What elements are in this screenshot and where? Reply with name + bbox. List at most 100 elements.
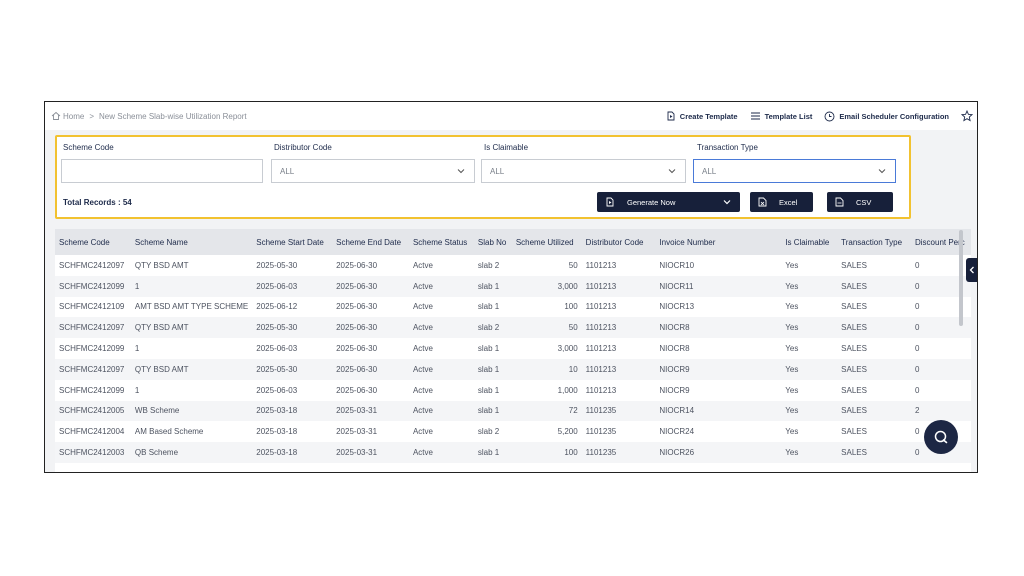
- table-cell: 2025-03-18: [252, 400, 333, 422]
- generate-now-button[interactable]: Generate Now: [597, 192, 740, 212]
- table-row[interactable]: SCHFMC2412109 AMT BSD AMT TYPE SCHEME 20…: [55, 297, 971, 318]
- table-cell: slab 2: [477, 427, 500, 437]
- table-cell: slab 1: [477, 385, 500, 395]
- table-cell: Actve: [412, 302, 433, 312]
- table-cell: slab 1: [473, 358, 512, 380]
- csv-file-icon: [835, 197, 844, 207]
- table-cell: 1101235: [585, 427, 617, 437]
- csv-button[interactable]: CSV: [827, 192, 893, 212]
- chevron-left-icon: [969, 266, 974, 274]
- table-cell: 2025-03-31: [336, 427, 378, 437]
- table-cell: Actve: [408, 442, 474, 463]
- email-scheduler-button[interactable]: Email Scheduler Configuration: [824, 111, 949, 122]
- table-cell: NIOCR26: [655, 442, 782, 463]
- create-template-button[interactable]: Create Template: [666, 111, 738, 121]
- table-cell: NIOCR9: [659, 385, 690, 395]
- star-icon[interactable]: [961, 110, 973, 122]
- chevron-down-icon[interactable]: [722, 197, 732, 207]
- table-cell: SCHFMC2412005: [55, 400, 131, 422]
- template-list-button[interactable]: Template List: [750, 111, 812, 121]
- table-cell: 2025-05-30: [252, 317, 333, 339]
- table-cell: AMT BSD AMT TYPE SCHEME: [134, 302, 249, 312]
- table-cell: 72: [511, 400, 582, 422]
- table-cell: 2025-06-30: [336, 260, 378, 270]
- column-header[interactable]: Scheme Status: [408, 229, 474, 255]
- table-cell: 2025-03-18: [256, 427, 298, 437]
- table-cell: 1101235: [581, 400, 656, 422]
- play-doc-icon: [667, 111, 675, 121]
- table-cell: 1: [130, 275, 253, 297]
- breadcrumb: Home > New Scheme Slab-wise Utilization …: [45, 111, 247, 121]
- distributor-code-select[interactable]: ALL: [271, 159, 475, 183]
- scheme-code-input[interactable]: [61, 159, 263, 183]
- report-window: Home > New Scheme Slab-wise Utilization …: [44, 101, 978, 473]
- table-cell: 0: [914, 260, 920, 270]
- breadcrumb-home-link[interactable]: Home: [63, 111, 85, 121]
- table-row[interactable]: SCHFMC2412097 QTY BSD AMT 2025-05-30 202…: [55, 255, 971, 276]
- table-cell: NIOCR14: [655, 400, 782, 422]
- table-cell: 0: [914, 385, 920, 395]
- table-cell: Yes: [785, 344, 799, 354]
- table-cell: SCHFMC2412099: [59, 344, 125, 354]
- table-header-row: Scheme Code Scheme Name Scheme Start Dat…: [55, 229, 971, 255]
- column-header[interactable]: Scheme Start Date: [252, 229, 333, 255]
- column-header[interactable]: Transaction Type: [837, 229, 911, 255]
- table-cell: QTY BSD AMT: [130, 358, 253, 380]
- table-cell: SALES: [837, 275, 911, 297]
- is-claimable-value: ALL: [490, 166, 505, 176]
- table-cell: 5,200: [557, 427, 578, 437]
- transaction-type-label: Transaction Type: [697, 143, 758, 152]
- column-header[interactable]: Slab No: [473, 229, 512, 255]
- table-row[interactable]: SCHFMC2412099 1 2025-06-03 2025-06-30 Ac…: [55, 380, 971, 401]
- clock-icon: [824, 111, 835, 121]
- chat-icon: [934, 430, 948, 444]
- side-panel-toggle[interactable]: [966, 258, 977, 282]
- table-row[interactable]: SCHFMC2412003 QB Scheme 2025-03-18 2025-…: [55, 442, 971, 463]
- table-cell: Actve: [408, 275, 474, 297]
- table-cell: Yes: [781, 442, 838, 463]
- table-cell: slab 2: [473, 317, 512, 339]
- table-cell: 0: [910, 275, 971, 297]
- table-row[interactable]: SCHFMC2412097 QTY BSD AMT 2025-05-30 202…: [55, 358, 971, 380]
- table-cell: SCHFMC2412004: [59, 427, 125, 437]
- table-cell: SALES: [837, 400, 911, 422]
- table-body: SCHFMC2412097 QTY BSD AMT 2025-05-30 202…: [55, 255, 971, 463]
- excel-button[interactable]: Excel: [750, 192, 813, 212]
- table-cell: NIOCR13: [659, 302, 695, 312]
- column-header[interactable]: Scheme Name: [130, 229, 253, 255]
- email-scheduler-label: Email Scheduler Configuration: [839, 111, 949, 121]
- breadcrumb-separator: >: [89, 111, 95, 121]
- is-claimable-select[interactable]: ALL: [481, 159, 686, 183]
- table-row[interactable]: SCHFMC2412099 1 2025-06-03 2025-06-30 Ac…: [55, 275, 971, 297]
- table-cell: SALES: [841, 385, 867, 395]
- column-header[interactable]: Scheme Utilized: [511, 229, 582, 255]
- table-cell: SCHFMC2412097: [59, 260, 125, 270]
- distributor-code-value: ALL: [280, 166, 295, 176]
- chat-button[interactable]: [924, 420, 958, 454]
- table-row[interactable]: SCHFMC2412004 AM Based Scheme 2025-03-18…: [55, 421, 971, 442]
- table-cell: QB Scheme: [130, 442, 253, 463]
- column-header[interactable]: Scheme Code: [55, 229, 131, 255]
- table-cell: 2025-05-30: [252, 358, 333, 380]
- transaction-type-select[interactable]: ALL: [693, 159, 896, 183]
- play-doc-icon: [606, 197, 614, 207]
- list-icon: [750, 112, 760, 120]
- table-scrollbar[interactable]: [959, 230, 963, 326]
- column-header[interactable]: Scheme End Date: [332, 229, 409, 255]
- table-cell: Yes: [781, 317, 838, 339]
- home-icon[interactable]: [51, 111, 61, 121]
- table-cell: 0: [910, 358, 971, 380]
- column-header[interactable]: Distributor Code: [581, 229, 656, 255]
- results-table: Scheme Code Scheme Name Scheme Start Dat…: [55, 229, 971, 463]
- table-cell: slab 1: [477, 344, 500, 354]
- table-cell: SALES: [837, 358, 911, 380]
- column-header[interactable]: Invoice Number: [655, 229, 782, 255]
- table-row[interactable]: SCHFMC2412099 1 2025-06-03 2025-06-30 Ac…: [55, 338, 971, 359]
- table-row[interactable]: SCHFMC2412005 WB Scheme 2025-03-18 2025-…: [55, 400, 971, 422]
- chevron-down-icon: [878, 169, 886, 174]
- table-row[interactable]: SCHFMC2412097 QTY BSD AMT 2025-05-30 202…: [55, 317, 971, 339]
- column-header[interactable]: Is Claimable: [781, 229, 838, 255]
- table-cell: 2025-03-31: [332, 442, 409, 463]
- table-cell: Actve: [408, 400, 474, 422]
- table-cell: 1101235: [581, 442, 656, 463]
